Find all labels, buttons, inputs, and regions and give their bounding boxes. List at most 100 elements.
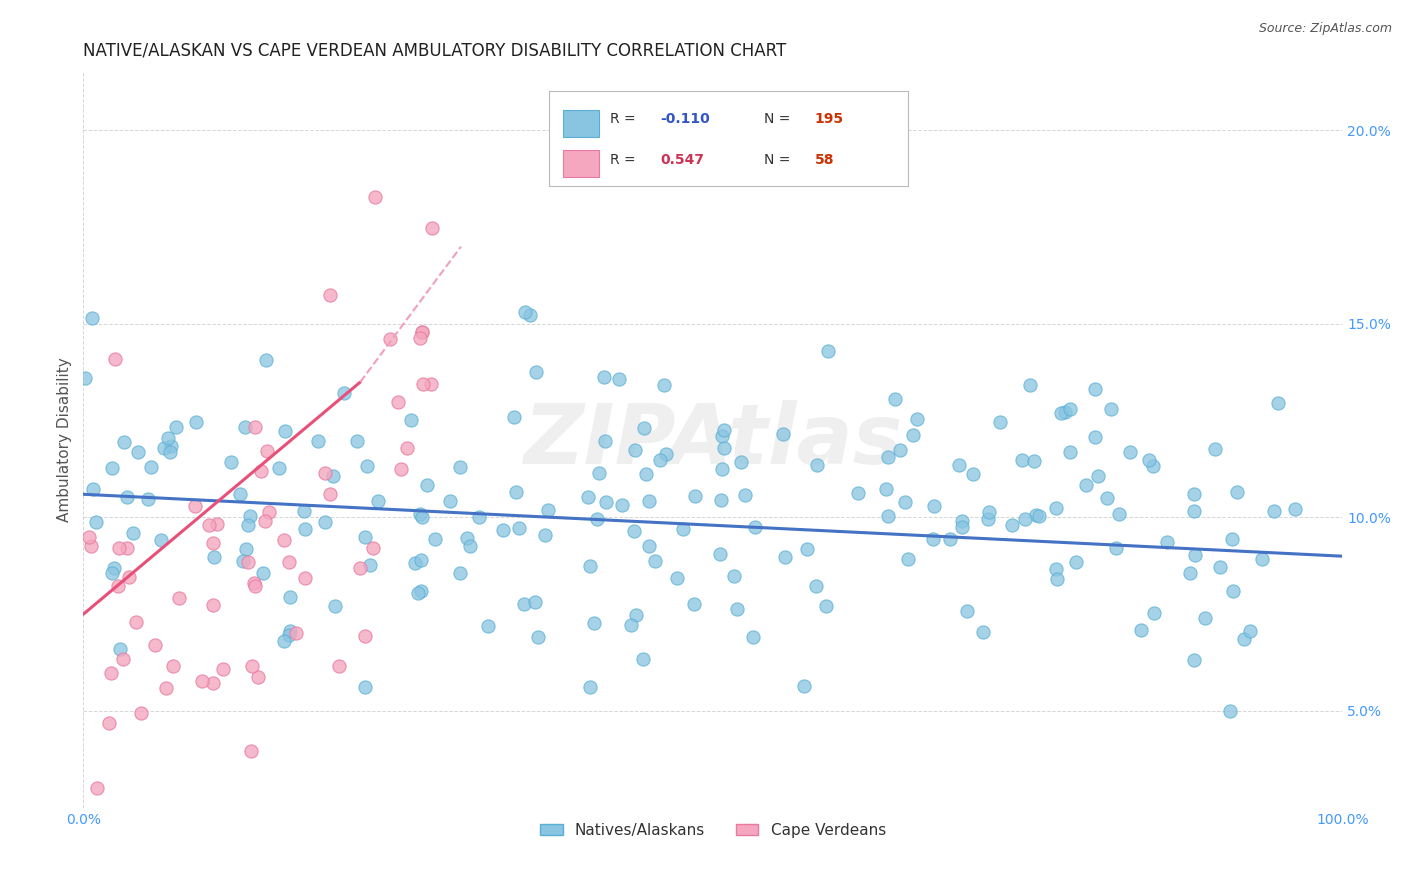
Point xyxy=(409,331,432,345)
Point xyxy=(139,460,162,475)
Point xyxy=(1076,478,1098,492)
Point xyxy=(219,455,242,469)
Point xyxy=(948,458,970,472)
Point xyxy=(420,221,443,235)
Point xyxy=(211,662,233,676)
Point xyxy=(256,443,278,458)
Point xyxy=(278,624,301,639)
Point xyxy=(419,376,441,391)
Point xyxy=(938,532,960,546)
Point xyxy=(115,490,138,504)
Point xyxy=(652,378,675,392)
Point xyxy=(884,392,907,407)
Point xyxy=(205,516,228,531)
Point xyxy=(314,515,336,529)
Point xyxy=(409,508,432,522)
Point xyxy=(411,325,433,339)
Point xyxy=(637,494,659,508)
Point xyxy=(115,541,138,555)
Point xyxy=(723,568,745,582)
Point xyxy=(333,386,356,401)
Point xyxy=(118,569,141,583)
Point xyxy=(257,505,280,519)
Point xyxy=(153,441,176,455)
Point xyxy=(229,486,252,500)
Point xyxy=(1156,535,1178,549)
Point xyxy=(143,638,166,652)
Point xyxy=(513,305,536,319)
Point xyxy=(1050,407,1073,421)
Point xyxy=(235,541,257,556)
Point xyxy=(682,597,704,611)
Point xyxy=(612,498,634,512)
Point xyxy=(633,421,655,435)
Point xyxy=(734,488,756,502)
Point xyxy=(245,579,267,593)
Point xyxy=(713,423,735,437)
Point xyxy=(240,659,263,673)
Point xyxy=(409,553,432,567)
Point xyxy=(505,485,527,500)
Point xyxy=(523,595,546,609)
Text: NATIVE/ALASKAN VS CAPE VERDEAN AMBULATORY DISABILITY CORRELATION CHART: NATIVE/ALASKAN VS CAPE VERDEAN AMBULATOR… xyxy=(83,42,786,60)
Point xyxy=(806,458,828,472)
Legend: Natives/Alaskans, Cape Verdeans: Natives/Alaskans, Cape Verdeans xyxy=(533,817,891,844)
Point xyxy=(273,633,295,648)
Point xyxy=(127,445,149,459)
Point xyxy=(576,490,599,504)
Point xyxy=(361,541,384,556)
Point xyxy=(245,419,267,434)
Point xyxy=(534,528,557,542)
Point xyxy=(793,679,815,693)
Point xyxy=(1025,508,1047,522)
Point xyxy=(156,431,179,445)
Point xyxy=(796,542,818,557)
Point xyxy=(742,630,765,644)
Point xyxy=(409,584,432,599)
Point xyxy=(356,458,378,473)
Point xyxy=(136,492,159,507)
Point xyxy=(349,560,371,574)
Point xyxy=(588,466,610,480)
Point xyxy=(537,503,560,517)
Point xyxy=(1014,512,1036,526)
Point xyxy=(817,343,839,358)
Point xyxy=(1095,491,1118,505)
Point xyxy=(1182,487,1205,501)
Point xyxy=(772,426,794,441)
Point xyxy=(1018,377,1040,392)
Point xyxy=(1119,445,1142,459)
Point xyxy=(972,625,994,640)
Point xyxy=(710,493,733,508)
Point xyxy=(1222,584,1244,599)
Point xyxy=(108,541,131,555)
Point xyxy=(159,445,181,459)
Point xyxy=(354,629,377,643)
Point xyxy=(623,524,645,539)
Point xyxy=(626,607,648,622)
Point xyxy=(905,411,928,425)
Point xyxy=(202,549,225,564)
Point xyxy=(607,372,630,386)
Point xyxy=(359,558,381,573)
Point xyxy=(191,673,214,688)
Point xyxy=(167,591,190,605)
Point xyxy=(387,394,409,409)
Point xyxy=(634,467,657,481)
Point xyxy=(294,571,316,585)
Point xyxy=(378,332,401,346)
Point xyxy=(411,510,433,524)
Point xyxy=(1220,532,1243,546)
Point xyxy=(875,483,897,497)
Point xyxy=(672,522,695,536)
Point xyxy=(449,566,471,580)
Point xyxy=(1209,560,1232,574)
Point xyxy=(277,628,299,642)
Point xyxy=(318,487,340,501)
Point xyxy=(579,680,602,694)
Point xyxy=(901,428,924,442)
Point xyxy=(1219,704,1241,718)
Point xyxy=(449,459,471,474)
Point xyxy=(619,618,641,632)
Point xyxy=(962,467,984,481)
